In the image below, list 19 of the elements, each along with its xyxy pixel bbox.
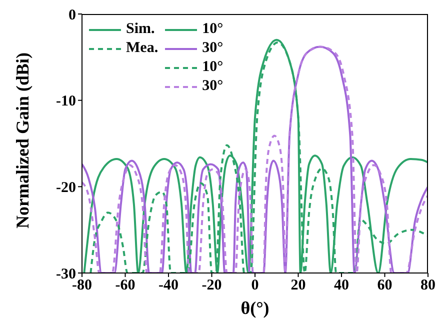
legend-label: 10° bbox=[202, 59, 224, 76]
y-axis-title: Normalized Gain (dBi) bbox=[12, 52, 32, 228]
x-tick-label: 80 bbox=[420, 278, 436, 294]
y-tick-label: -10 bbox=[56, 94, 76, 110]
legend-label: 30° bbox=[202, 78, 224, 95]
x-tick-label: 60 bbox=[377, 278, 392, 294]
x-tick-label: -40 bbox=[158, 278, 178, 294]
annotation: Sim. bbox=[126, 21, 155, 38]
legend-label: 30° bbox=[202, 40, 224, 57]
x-tick-label: -20 bbox=[202, 278, 222, 294]
x-tick-label: 0 bbox=[251, 278, 259, 294]
y-tick-label: -20 bbox=[56, 180, 76, 196]
x-axis-title: θ(°) bbox=[240, 298, 270, 318]
x-tick-label: -60 bbox=[115, 278, 136, 294]
x-tick-label: 20 bbox=[290, 278, 306, 294]
annotation: Mea. bbox=[126, 40, 158, 57]
legend-label: 10° bbox=[202, 21, 224, 38]
x-tick-label: 40 bbox=[334, 278, 349, 294]
y-tick-label: 0 bbox=[68, 7, 76, 24]
